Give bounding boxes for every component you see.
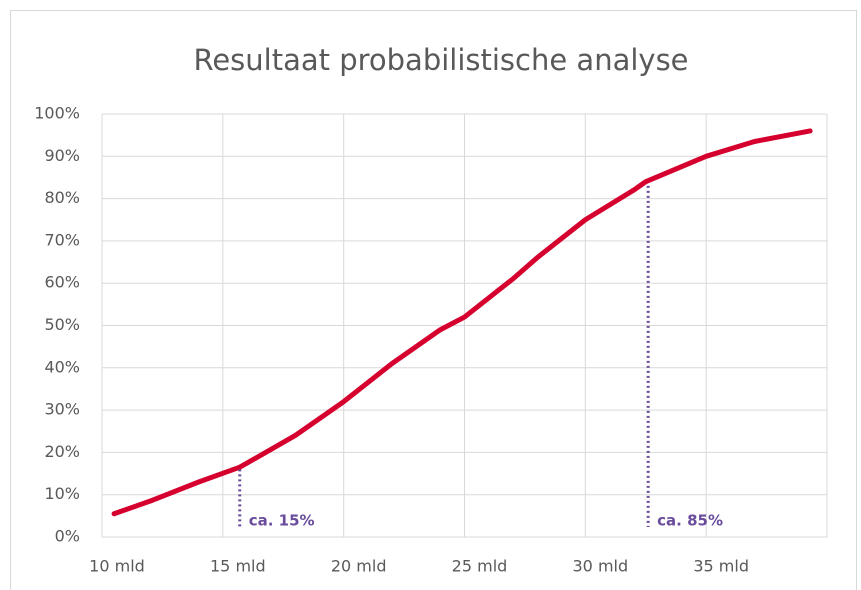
x-tick-label: 25 mld: [452, 557, 508, 576]
y-tick-label: 80%: [44, 188, 80, 207]
y-tick-label: 90%: [44, 146, 80, 165]
y-tick-label: 70%: [44, 230, 80, 249]
y-tick-label: 20%: [44, 442, 80, 461]
chart-border: [10, 10, 857, 590]
x-tick-label: 20 mld: [331, 557, 387, 576]
x-tick-label: 10 mld: [89, 557, 145, 576]
y-tick-label: 60%: [44, 273, 80, 292]
annotation-label: ca. 85%: [657, 512, 723, 530]
y-tick-label: 100%: [34, 104, 80, 123]
line-series: [111, 128, 813, 517]
y-tick-label: 30%: [44, 400, 80, 419]
x-tick-label: 15 mld: [210, 557, 266, 576]
y-tick-label: 50%: [44, 315, 80, 334]
chart-title: Resultaat probabilistische analyse: [193, 43, 688, 77]
x-tick-label: 35 mld: [693, 557, 749, 576]
y-tick-label: 0%: [55, 527, 80, 546]
x-tick-label: 30 mld: [573, 557, 629, 576]
y-tick-label: 40%: [44, 357, 80, 376]
y-tick-label: 10%: [44, 484, 80, 503]
annotation-label: ca. 15%: [249, 512, 315, 530]
